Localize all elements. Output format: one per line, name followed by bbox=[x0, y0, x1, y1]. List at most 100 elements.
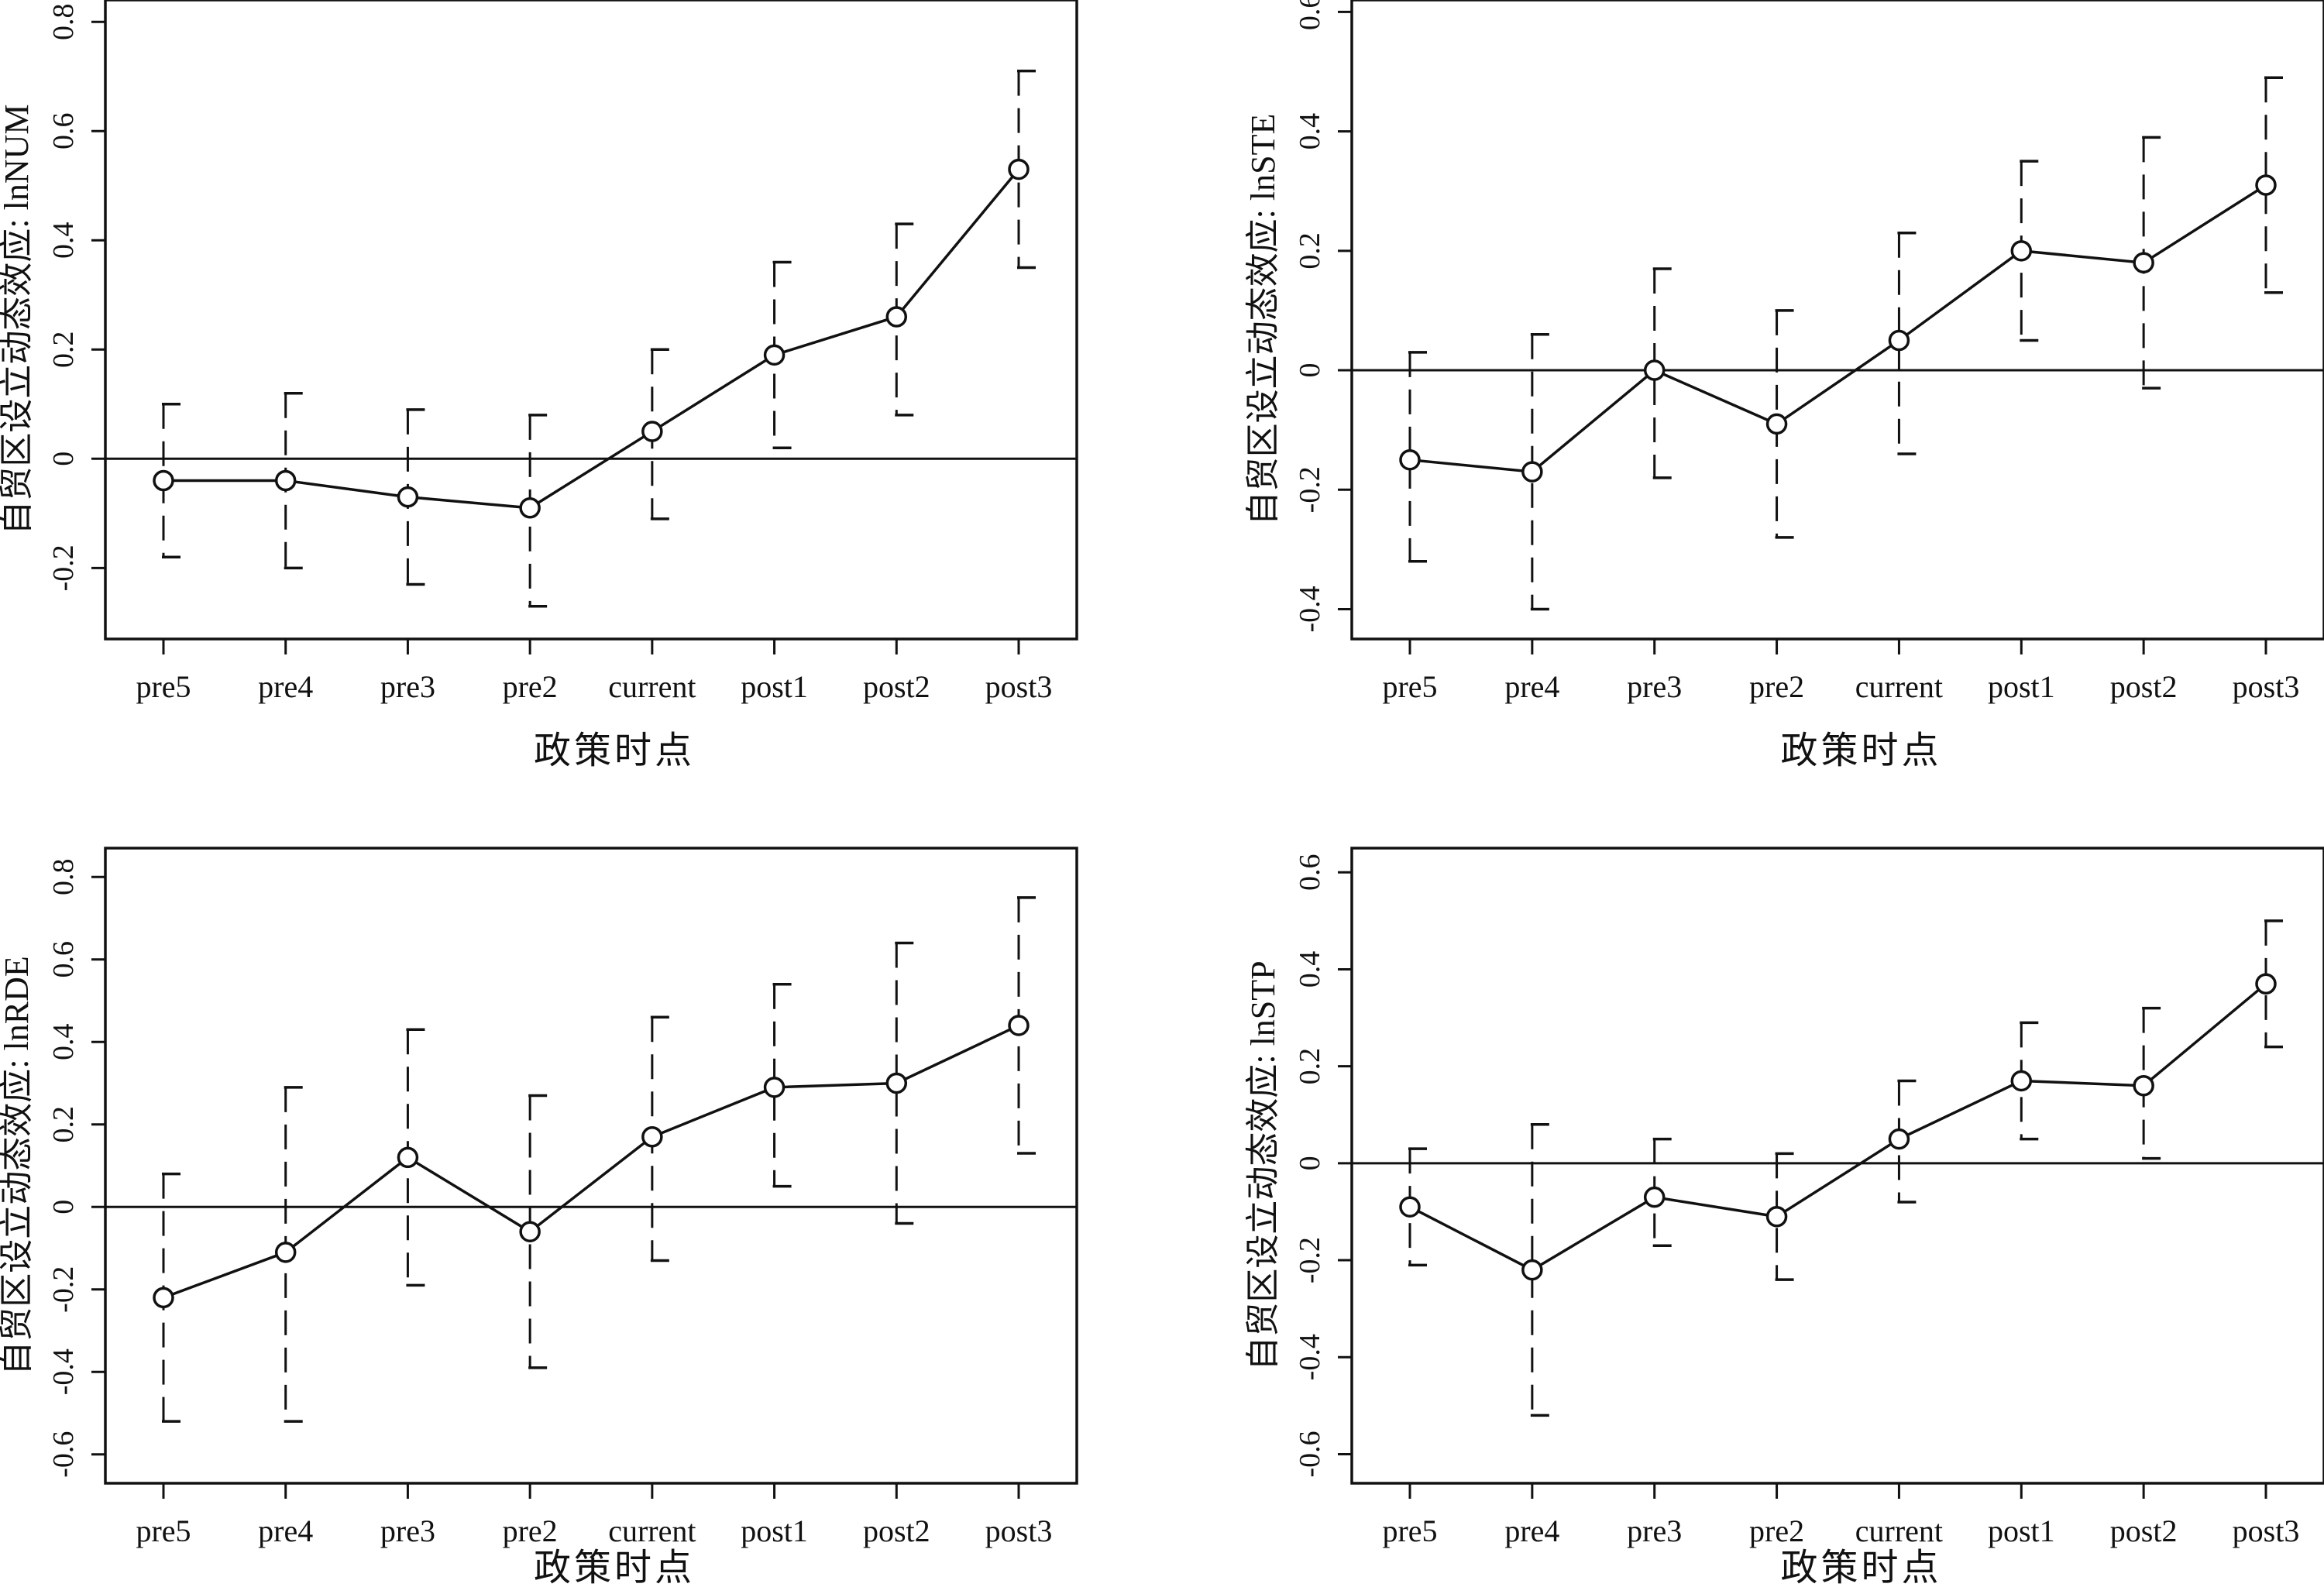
x-tick-label: pre2 bbox=[503, 669, 558, 704]
y-tick-label: 0.2 bbox=[1294, 1048, 1326, 1085]
x-tick-label: pre5 bbox=[136, 669, 191, 704]
x-tick-label: post3 bbox=[2233, 1513, 2300, 1548]
data-point bbox=[2010, 240, 2033, 262]
y-tick-label: -0.4 bbox=[1294, 586, 1326, 632]
data-point bbox=[885, 1072, 908, 1094]
y-tick-label: 0.8 bbox=[47, 859, 80, 896]
x-tick-label: post1 bbox=[741, 669, 808, 704]
x-axis-label: 政策时点 bbox=[1780, 730, 1941, 771]
data-point bbox=[1008, 158, 1030, 180]
panel-lnRDE: -0.6 -0.4 -0.2 0 0.2 0.4 0.6 0.8 自贸区设立动态效应: lnRD… bbox=[0, 847, 1078, 1589]
x-axis-label: 政策时点 bbox=[1780, 1548, 1941, 1589]
data-point bbox=[1399, 448, 1421, 471]
x-tick-label: post2 bbox=[863, 669, 930, 704]
x-tick-label: pre4 bbox=[1504, 669, 1559, 704]
y-tick-label: 0 bbox=[1294, 363, 1326, 378]
series-line bbox=[163, 168, 1020, 510]
y-axis-label: 自贸区设立动态效应: lnSTP bbox=[1244, 960, 1282, 1370]
data-point bbox=[1399, 1196, 1421, 1218]
y-tick-label: 0.6 bbox=[47, 112, 80, 149]
plot-frame bbox=[1350, 0, 2324, 641]
x-tick-label: pre2 bbox=[1749, 1513, 1804, 1548]
plot-frame bbox=[1350, 847, 2324, 1485]
data-point bbox=[2255, 174, 2277, 196]
data-point bbox=[153, 1287, 174, 1309]
y-tick-label: -0.2 bbox=[1294, 1237, 1326, 1283]
y-tick-label: -0.6 bbox=[47, 1431, 80, 1478]
y-tick-label: 0.4 bbox=[47, 222, 80, 259]
x-tick-label: pre5 bbox=[136, 1513, 191, 1548]
y-tick-label: 0.6 bbox=[1294, 0, 1326, 30]
x-tick-label: post3 bbox=[985, 1513, 1053, 1548]
data-point bbox=[1765, 413, 1788, 435]
x-tick-label: pre3 bbox=[380, 669, 435, 704]
data-point bbox=[2133, 252, 2154, 274]
x-tick-label: pre5 bbox=[1382, 1513, 1437, 1548]
y-tick-label: 0.2 bbox=[47, 1106, 80, 1143]
series-line bbox=[163, 1024, 1019, 1300]
x-tick-label: pre3 bbox=[380, 1513, 435, 1548]
data-point bbox=[519, 497, 541, 519]
y-axis-label: 自贸区设立动态效应: lnSTE bbox=[1244, 114, 1282, 526]
series-line bbox=[1409, 982, 2267, 1272]
x-tick-label: pre2 bbox=[503, 1513, 558, 1548]
x-tick-label: post1 bbox=[1988, 1513, 2055, 1548]
data-point bbox=[641, 1125, 663, 1148]
x-tick-label: post2 bbox=[2110, 1513, 2178, 1548]
y-tick-label: -0.2 bbox=[47, 1266, 80, 1313]
x-tick-label: pre2 bbox=[1749, 669, 1804, 704]
data-point bbox=[1521, 1259, 1543, 1281]
x-tick-label: pre3 bbox=[1627, 669, 1682, 704]
panel-lnSTE: -0.4 -0.2 0 0.2 0.4 0.6 自贸区设立动态效应: lnSTE pre5 pr… bbox=[1244, 0, 2324, 771]
data-point bbox=[885, 306, 908, 328]
data-point bbox=[2010, 1070, 2033, 1092]
data-point bbox=[1643, 1186, 1666, 1208]
data-point bbox=[763, 344, 786, 366]
y-tick-label: -0.2 bbox=[1294, 466, 1326, 513]
y-tick-label: 0.2 bbox=[1294, 232, 1326, 270]
data-point bbox=[2133, 1074, 2154, 1097]
y-axis-label: 自贸区设立动态效应: lnNUM bbox=[0, 104, 36, 534]
data-point bbox=[1888, 1128, 1910, 1150]
y-tick-label: 0.8 bbox=[47, 3, 80, 40]
y-tick-label: 0.4 bbox=[47, 1024, 80, 1061]
y-tick-label: 0 bbox=[47, 452, 80, 466]
x-axis-label: 政策时点 bbox=[534, 1548, 695, 1589]
x-tick-label: post1 bbox=[1988, 669, 2055, 704]
x-tick-label: post3 bbox=[2233, 669, 2300, 704]
y-tick-label: 0.6 bbox=[1294, 854, 1326, 891]
x-tick-label: current bbox=[608, 669, 696, 704]
y-tick-label: 0.4 bbox=[1294, 113, 1326, 150]
data-point bbox=[397, 1146, 419, 1169]
x-tick-label: pre4 bbox=[258, 669, 313, 704]
y-tick-label: 0.6 bbox=[47, 941, 80, 978]
data-point bbox=[1008, 1015, 1030, 1036]
data-point bbox=[519, 1221, 541, 1242]
data-point bbox=[274, 1242, 297, 1263]
data-point bbox=[274, 469, 297, 492]
x-tick-label: post3 bbox=[985, 669, 1053, 704]
series-line bbox=[1409, 184, 2267, 473]
x-tick-label: pre3 bbox=[1627, 1513, 1682, 1548]
panel-lnNUM: -0.2 0 0.2 0.4 0.6 0.8 自贸区设立动态效应: lnNUM pre5 pre… bbox=[0, 0, 1078, 771]
y-tick-label: 0 bbox=[1294, 1156, 1326, 1170]
x-tick-label: pre4 bbox=[1504, 1513, 1559, 1548]
x-tick-label: current bbox=[1855, 1513, 1943, 1548]
y-tick-label: 0.4 bbox=[1294, 951, 1326, 988]
data-point bbox=[397, 486, 419, 508]
y-tick-label: -0.2 bbox=[47, 545, 80, 591]
x-tick-label: current bbox=[1855, 669, 1943, 704]
data-point bbox=[1765, 1205, 1788, 1228]
x-tick-label: pre5 bbox=[1382, 669, 1437, 704]
data-point bbox=[641, 421, 663, 442]
plot-frame bbox=[104, 0, 1078, 641]
panel-lnSTP: -0.6 -0.4 -0.2 0 0.2 0.4 0.6 自贸区设立动态效应: lnSTP pr… bbox=[1244, 847, 2324, 1589]
x-tick-label: post2 bbox=[2110, 669, 2178, 704]
data-point bbox=[1643, 359, 1666, 381]
data-point bbox=[153, 469, 174, 492]
y-tick-label: 0.2 bbox=[47, 332, 80, 369]
y-axis-label: 自贸区设立动态效应: lnRDE bbox=[0, 956, 36, 1375]
x-tick-label: current bbox=[608, 1513, 696, 1548]
data-point bbox=[1521, 461, 1543, 483]
